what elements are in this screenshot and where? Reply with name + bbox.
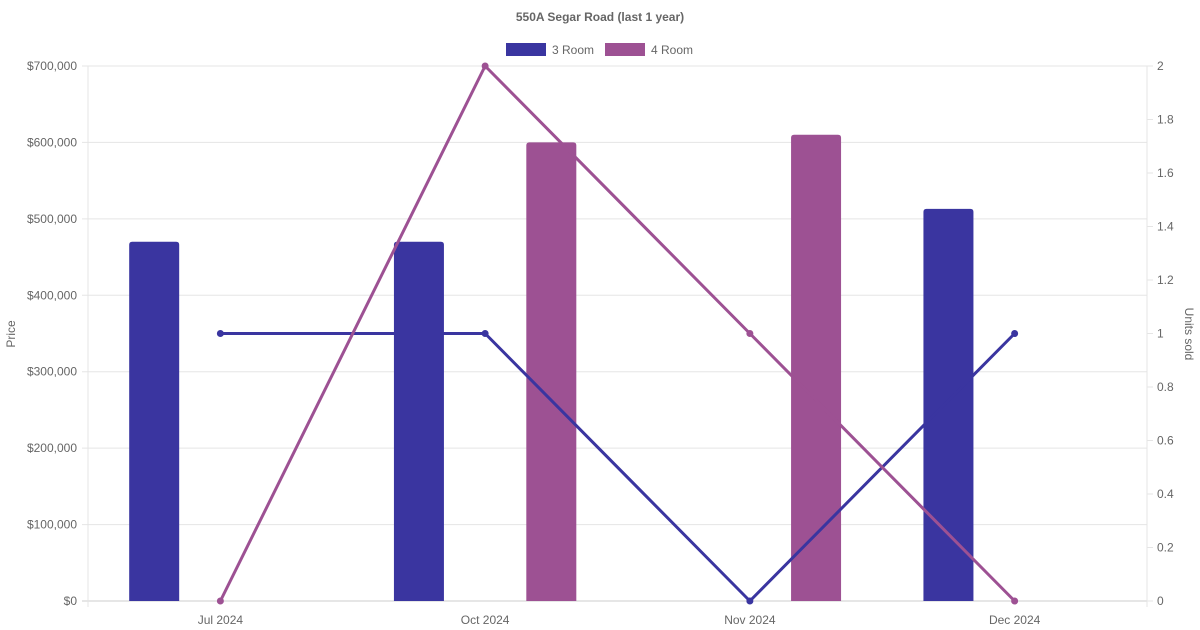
legend-item-4-room[interactable]: 4 Room <box>605 43 693 57</box>
y-right-tick-label: 1.8 <box>1157 113 1174 127</box>
x-tick-label: Oct 2024 <box>461 613 510 627</box>
line-point[interactable] <box>216 597 224 605</box>
y-right-tick-label: 2 <box>1157 59 1164 73</box>
line-point[interactable] <box>1011 597 1019 605</box>
y-left-tick-label: $400,000 <box>27 288 77 302</box>
lines <box>216 62 1019 605</box>
y-axis-left-title: Price <box>4 320 18 348</box>
bar-3-room[interactable] <box>923 208 974 601</box>
y-left-tick-label: $500,000 <box>27 212 77 226</box>
y-left-tick-label: $700,000 <box>27 59 77 73</box>
y-right-tick-label: 0 <box>1157 594 1164 608</box>
chart-title: 550A Segar Road (last 1 year) <box>516 10 684 24</box>
legend-label-4-room: 4 Room <box>651 43 693 57</box>
line-point[interactable] <box>216 330 224 337</box>
line-series[interactable] <box>219 64 1016 603</box>
line-series[interactable] <box>220 332 1016 603</box>
y-left-tick-label: $200,000 <box>27 441 77 455</box>
line-point[interactable] <box>746 597 754 605</box>
y-right-tick-label: 1.4 <box>1157 220 1174 234</box>
line-point[interactable] <box>481 62 489 70</box>
y-left-tick-label: $300,000 <box>27 365 77 379</box>
x-tick-label: Nov 2024 <box>724 613 776 627</box>
y-axis-right-title: Units sold <box>1182 308 1196 361</box>
y-right-tick-label: 0.4 <box>1157 487 1174 501</box>
bars <box>129 134 974 602</box>
y-left-tick-label: $600,000 <box>27 135 77 149</box>
x-axis: Jul 2024 Oct 2024 Nov 2024 Dec 2024 <box>198 613 1041 627</box>
x-tick-label: Dec 2024 <box>989 613 1041 627</box>
legend: 3 Room 4 Room <box>506 43 693 57</box>
grid <box>82 65 1148 607</box>
bar-4-room[interactable] <box>526 142 577 601</box>
legend-item-3-room[interactable]: 3 Room <box>506 43 594 57</box>
y-right-tick-label: 1 <box>1157 327 1164 341</box>
y-right-tick-label: 1.2 <box>1157 273 1174 287</box>
y-left-tick-label: $100,000 <box>27 518 77 532</box>
y-right-tick-label: 0.8 <box>1157 380 1174 394</box>
bar-3-room[interactable] <box>129 241 180 602</box>
y-axis-left: $0 $100,000 $200,000 $300,000 $400,000 $500,0… <box>27 59 77 608</box>
x-tick-label: Jul 2024 <box>198 613 244 627</box>
line-point[interactable] <box>1011 330 1019 337</box>
legend-swatch-3-room <box>506 43 546 56</box>
y-left-tick-label: $0 <box>64 594 78 608</box>
line-point[interactable] <box>746 330 754 337</box>
legend-swatch-4-room <box>605 43 645 56</box>
line-point[interactable] <box>481 330 489 337</box>
y-right-tick-label: 0.2 <box>1157 541 1174 555</box>
y-right-tick-label: 1.6 <box>1157 166 1174 180</box>
legend-label-3-room: 3 Room <box>552 43 594 57</box>
bar-4-room[interactable] <box>791 134 842 602</box>
y-axis-right: 0 0.2 0.4 0.6 0.8 1 1.2 1.4 1.6 1.8 2 <box>1147 59 1174 608</box>
y-right-tick-label: 0.6 <box>1157 434 1174 448</box>
bar-3-room[interactable] <box>393 241 444 602</box>
